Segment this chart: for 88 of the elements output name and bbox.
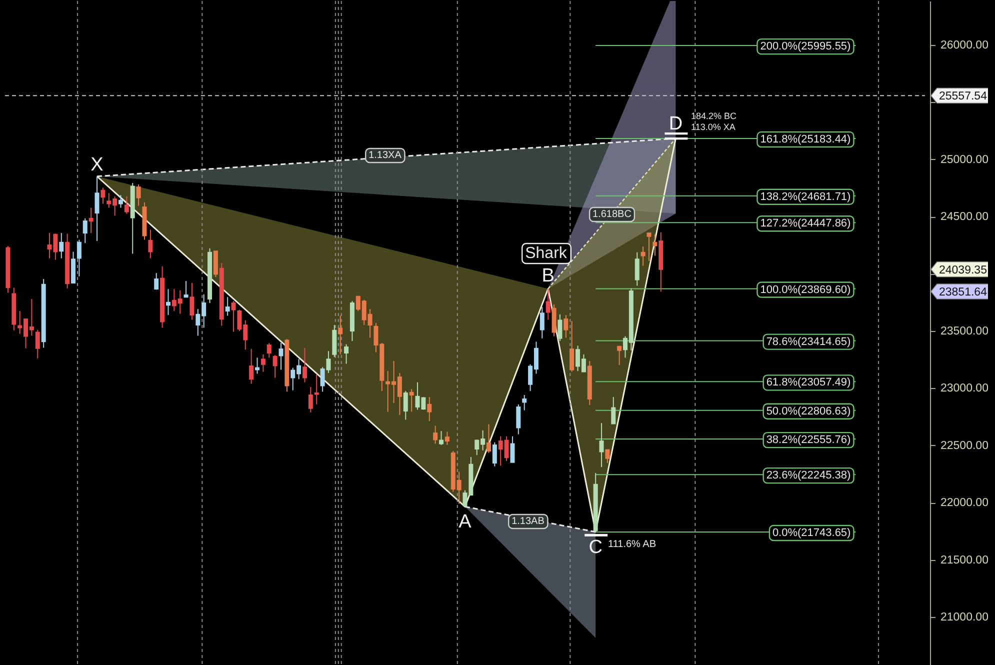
- candlestick: [570, 320, 574, 372]
- ref-line-label: 61.8%(23057.49): [766, 376, 851, 389]
- candlestick: [558, 314, 562, 342]
- ref-line-label: 161.8%(25183.44): [760, 133, 851, 146]
- annotation: Shark: [525, 245, 568, 262]
- candlestick: [540, 306, 544, 339]
- ref-line-label: 23.6%(22245.38): [766, 470, 851, 482]
- candlestick: [427, 396, 432, 422]
- ref-line-label: 25557.54: [939, 90, 988, 103]
- ref-line-label: 0.0%(21743.65): [772, 526, 851, 539]
- annotation: 111.6% AB: [608, 539, 656, 550]
- candlestick: [255, 357, 260, 374]
- candlestick: [492, 442, 497, 467]
- candlestick: [225, 296, 230, 316]
- candlestick: [646, 232, 652, 262]
- candlestick: [278, 342, 284, 370]
- annotation: B: [542, 266, 554, 287]
- candlestick: [344, 344, 349, 364]
- candlestick: [546, 288, 550, 320]
- candlestick: [88, 207, 94, 234]
- candlestick: [326, 350, 331, 374]
- candlestick: [652, 234, 658, 256]
- candlestick: [100, 187, 106, 204]
- candlestick: [302, 347, 307, 383]
- candlestick: [510, 436, 515, 463]
- annotation: A: [458, 512, 472, 533]
- candlestick: [35, 329, 40, 359]
- y-tick-label: 23000.00: [940, 382, 988, 395]
- candlestick: [213, 250, 218, 278]
- ref-line-label: 78.6%(23414.65): [766, 336, 851, 348]
- y-tick-label: 21000.00: [940, 612, 988, 624]
- candlestick: [320, 366, 325, 392]
- y-tick-label: 25000.00: [940, 154, 988, 166]
- ref-line-label: 100.0%(23869.60): [760, 284, 851, 296]
- candlestick: [617, 346, 622, 366]
- candlestick: [118, 194, 123, 208]
- candlestick: [522, 394, 527, 411]
- candlestick: [444, 431, 450, 446]
- candlestick: [59, 232, 64, 259]
- candlestick: [136, 184, 141, 206]
- y-tick-label: 22000.00: [940, 497, 988, 510]
- candlestick: [124, 196, 129, 214]
- annotation: X: [90, 154, 104, 176]
- text: 24039.35: [939, 264, 987, 276]
- ref-line-label: 138.2%(24681.71): [760, 190, 851, 203]
- candlestick: [82, 218, 88, 244]
- candlestick: [409, 388, 414, 412]
- ref-line-label: 200.0%(25995.55): [760, 40, 851, 53]
- ref-line-label: 127.2%(24447.86): [760, 218, 851, 230]
- annotation: 1.618BC: [592, 209, 632, 220]
- candlestick: [266, 342, 272, 358]
- candlestick: [154, 272, 159, 290]
- y-tick-label: 26000.00: [940, 40, 988, 52]
- annotation: 184.2% BC: [691, 111, 738, 121]
- candlestick: [403, 390, 408, 420]
- candlestick: [433, 425, 438, 444]
- candlestick: [272, 354, 278, 378]
- candlestick: [184, 280, 188, 298]
- annotation: C: [588, 536, 602, 558]
- candlestick: [439, 430, 444, 446]
- candlestick: [231, 300, 236, 332]
- annotation: D: [668, 113, 683, 134]
- candlestick: [552, 304, 556, 337]
- annotation: 1.13AB: [512, 516, 545, 527]
- y-tick-label: 21500.00: [940, 554, 988, 566]
- annotation: 113.0% XA: [691, 122, 736, 132]
- y-tick-label: 22500.00: [940, 440, 988, 452]
- candlestick: [190, 282, 194, 320]
- candlestick: [148, 229, 153, 259]
- candlestick: [564, 314, 568, 338]
- candlestick: [605, 449, 610, 464]
- candlestick: [611, 396, 616, 424]
- ref-line-label: 38.2%(22555.76): [766, 434, 851, 446]
- candlestick: [516, 404, 521, 435]
- candlestick: [640, 246, 646, 266]
- candlestick: [338, 315, 343, 355]
- annotation: 1.13XA: [368, 150, 402, 161]
- candlestick: [94, 176, 100, 242]
- candlestick: [634, 252, 640, 286]
- candlestick: [486, 424, 491, 454]
- candlestick: [260, 354, 266, 372]
- candlestick: [166, 288, 170, 316]
- candlestick: [599, 422, 604, 468]
- ref-line-label: 50.0%(22806.63): [766, 405, 851, 418]
- y-tick-label: 24500.00: [940, 211, 988, 224]
- text: 23851.64: [939, 286, 988, 298]
- candlestick: [249, 348, 254, 384]
- y-tick-label: 23500.00: [940, 326, 988, 338]
